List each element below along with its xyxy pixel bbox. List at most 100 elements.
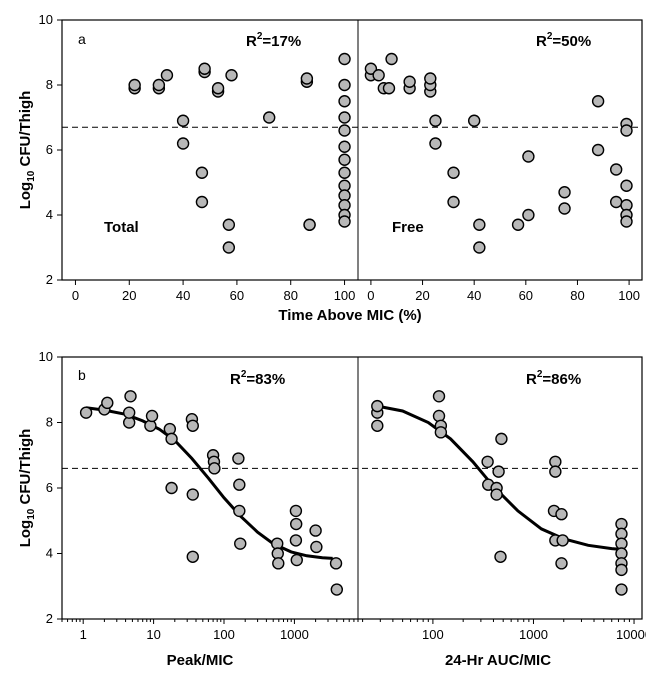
panel-b-auc-data-point [435, 427, 446, 438]
panel-a-x-axis-label: Time Above MIC (%) [278, 307, 421, 324]
panel-b-auc-x-tick-label: 1000 [519, 627, 548, 642]
panel-b-peak-x-ticks: 1 10 100 1000 [62, 619, 358, 642]
panel-a-total-data-point [178, 115, 189, 126]
panel-a-free-data-point [448, 167, 459, 178]
panel-a-free-x-tick-label: 0 [367, 288, 374, 303]
panel-b-peak-data-point [166, 483, 177, 494]
panel-a-y-axis-label: Log10 CFU/Thigh [17, 91, 37, 210]
panel-a-total-data-point [339, 80, 350, 91]
panel-b-y-tick-label: 2 [46, 611, 53, 626]
panel-b-peak-data-point [273, 558, 284, 569]
panel-a-y-tick-label: 8 [46, 77, 53, 92]
panel-a-total-data-point [161, 70, 172, 81]
panel-b-auc-r2: R2=86% [526, 369, 581, 388]
panel-b-auc-data-point [557, 535, 568, 546]
panel-a-free-data-point [611, 164, 622, 175]
panel-a-free-data-point [559, 203, 570, 214]
panel-a-free-data-point [474, 219, 485, 230]
panel-a-total-x-ticks: 0 20 40 60 80 100 [72, 280, 356, 303]
panel-b-auc-data-point [434, 391, 445, 402]
panel-a-free-data-point [559, 187, 570, 198]
panel-b-y-tick-label: 8 [46, 415, 53, 430]
panel-b-peak-data-point [290, 535, 301, 546]
panel-b-auc-data-point [495, 551, 506, 562]
panel-b-auc-data-point [434, 410, 445, 421]
panel-a-total-x-tick-label: 40 [176, 288, 190, 303]
panel-b-peak-x-tick-label: 100 [213, 627, 235, 642]
panel-a-total-data-point [339, 112, 350, 123]
panel-a-free-r2: R2=50% [536, 31, 591, 50]
panel-b-auc-data-point [491, 489, 502, 500]
panel-a-free-x-tick-label: 40 [467, 288, 481, 303]
panel-a-total-data-point [264, 112, 275, 123]
panel-a-total-x-tick-label: 60 [230, 288, 244, 303]
panel-b-peak-data-point [124, 407, 135, 418]
panel-a-total-x-tick-label: 100 [334, 288, 356, 303]
panel-a-total-x-tick-label: 20 [122, 288, 136, 303]
panel-b-peak-data-point [187, 489, 198, 500]
panel-a-total-r2: R2=17% [246, 31, 301, 50]
panel-b-auc-data-point [372, 401, 383, 412]
panel-a-free-data-point [430, 115, 441, 126]
panel-a-free-x-tick-label: 80 [570, 288, 584, 303]
panel-b-auc-data-point [496, 433, 507, 444]
panel-b-y-axis-label: Log10 CFU/Thigh [17, 429, 37, 548]
panel-a-total-data-point [339, 154, 350, 165]
panel-b-peak-data-point [102, 397, 113, 408]
panel-b-peak-data-point [291, 555, 302, 566]
panel-a-free-data-point [448, 197, 459, 208]
panel-a-total-data-point [226, 70, 237, 81]
panel-a-y-tick-label: 6 [46, 142, 53, 157]
panel-a-total-data-point [339, 216, 350, 227]
panel-a-frame [62, 20, 642, 280]
panel-a-free-x-tick-label: 60 [519, 288, 533, 303]
panel-b-peak-r2: R2=83% [230, 369, 285, 388]
panel-b-auc-points [372, 391, 627, 595]
panel-a-total-data-point [223, 242, 234, 253]
panel-b-peak-x-tick-label: 1 [80, 627, 87, 642]
panel-b-y-tick-label: 4 [46, 546, 53, 561]
panel-b-peak-data-point [209, 463, 220, 474]
panel-a-free-data-point [373, 70, 384, 81]
panel-a-free-data-point [383, 83, 394, 94]
panel-a-total-x-tick-label: 80 [283, 288, 297, 303]
panel-b-y-ticks: 2 4 6 8 10 [39, 349, 62, 626]
panel-a-total-data-point [339, 96, 350, 107]
panel-b-y-tick-label: 10 [39, 349, 53, 364]
panel-a-total-data-point [339, 167, 350, 178]
panel-b-frame [62, 357, 642, 619]
panel-b-peak-data-point [291, 519, 302, 530]
panel-a-total-data-point [196, 167, 207, 178]
panel-b-peak-data-point [234, 505, 245, 516]
panel-b-auc-fit-curve [377, 406, 624, 549]
panel-a-total-data-point [339, 141, 350, 152]
panel-a-free-data-point [513, 219, 524, 230]
panel-a-free-data-point [621, 125, 632, 136]
panel-a-total-data-point [178, 138, 189, 149]
panel-b-peak-data-point [290, 505, 301, 516]
panel-a-free-data-point [611, 197, 622, 208]
panel-a-total-data-point [196, 197, 207, 208]
panel-b-peak-data-point [235, 538, 246, 549]
panel-b-peak-x-tick-label: 10 [146, 627, 160, 642]
panel-b-auc-x-tick-label: 10000 [616, 627, 646, 642]
panel-a-free-x-ticks: 0 20 40 60 80 100 [367, 280, 640, 303]
panel-a-y-tick-label: 2 [46, 272, 53, 287]
panel-b-peak-data-point [147, 410, 158, 421]
panel-a-total-data-point [213, 83, 224, 94]
panel-a-free-data-point [474, 242, 485, 253]
panel-b-peak-data-point [311, 541, 322, 552]
panel-a-free-label: Free [392, 219, 424, 236]
panel-a-free-data-point [523, 210, 534, 221]
panel-a-free-x-tick-label: 20 [415, 288, 429, 303]
panel-a-free-x-tick-label: 100 [618, 288, 640, 303]
panel-b-peak-data-point [187, 420, 198, 431]
panel-a-total-data-point [339, 125, 350, 136]
panel-a-free-data-point [621, 180, 632, 191]
panel-b-peak-data-point [187, 551, 198, 562]
panel-b-peak-data-point [233, 453, 244, 464]
panel-b-auc-x-tick-label: 100 [422, 627, 444, 642]
panel-b-auc-data-point [556, 509, 567, 520]
panel-a-y-ticks: 2 4 6 8 10 [39, 12, 62, 287]
